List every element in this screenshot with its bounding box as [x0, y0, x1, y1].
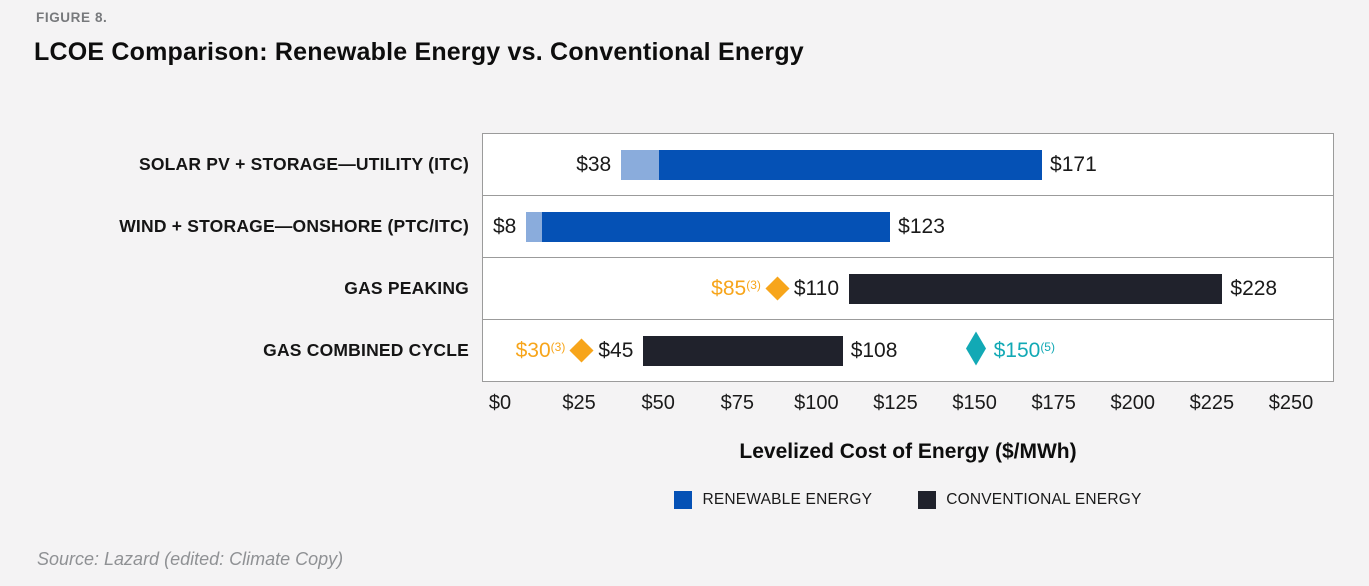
legend-item: RENEWABLE ENERGY: [674, 491, 872, 509]
bar-high-value-label: $123: [898, 214, 945, 238]
bar-conventional: [849, 273, 1223, 304]
legend-swatch-conventional: [918, 491, 937, 509]
bar-left-label-group: $8: [493, 215, 516, 239]
chart-row: GAS COMBINED CYCLE $30(3) $45 $108 $150(5): [36, 319, 1334, 382]
axis-tick-label: $75: [720, 392, 754, 414]
category-label: WIND + STORAGE—ONSHORE (PTC/ITC): [119, 216, 469, 236]
axis-tick-label: $0: [488, 392, 512, 414]
category-label: SOLAR PV + STORAGE—UTILITY (ITC): [138, 154, 469, 174]
x-axis-tick-labels: $0 $25 $50 $75 $100 $125 $150 $175 $200 $225 $250: [482, 392, 1334, 418]
bar-high-value-label: $228: [1230, 276, 1278, 300]
row-plot-cell: $8 $123: [482, 195, 1334, 258]
row-plot-cell: $85(3) $110 $228: [482, 257, 1334, 320]
row-plot-cell: $38 $171: [482, 133, 1334, 196]
axis-tick-label: $50: [641, 392, 675, 414]
bar-renewable: [659, 149, 1043, 180]
row-plot-cell: $30(3) $45 $108 $150(5): [482, 319, 1334, 382]
chart-row: GAS PEAKING $85(3) $110 $228: [36, 257, 1334, 320]
bar-renewable-light-segment: [526, 211, 543, 242]
marker-diamond-gold: [569, 338, 594, 363]
axis-tick-label: $100: [794, 392, 839, 414]
bar-left-label-group: $38: [576, 153, 611, 177]
bar-renewable-light-segment: [621, 149, 660, 180]
chart-legend: RENEWABLE ENERGY CONVENTIONAL ENERGY: [482, 491, 1334, 509]
x-axis-title: Levelized Cost of Energy ($/MWh): [739, 440, 1077, 463]
figure-number-label: FIGURE 8.: [36, 10, 108, 25]
bar-low-value-label: $45: [598, 338, 634, 362]
axis-tick-label: $225: [1189, 392, 1235, 414]
axis-tick-label: $250: [1268, 392, 1314, 414]
marker-value-label: $30(3): [515, 338, 566, 362]
bar-low-value-label: $38: [576, 152, 612, 176]
marker-diamond-teal: [965, 331, 986, 370]
bar-renewable: [542, 211, 891, 242]
bar-conventional: [643, 335, 843, 366]
marker-value-label: $150(5): [993, 338, 1055, 362]
legend-label: CONVENTIONAL ENERGY: [946, 491, 1142, 508]
legend-item: CONVENTIONAL ENERGY: [918, 491, 1141, 509]
category-label: GAS COMBINED CYCLE: [263, 340, 469, 360]
axis-tick-label: $25: [562, 392, 596, 414]
bar-left-label-group: $85(3) $110: [711, 276, 840, 301]
chart-title: LCOE Comparison: Renewable Energy vs. Co…: [34, 38, 804, 66]
axis-tick-label: $175: [1031, 392, 1076, 414]
category-label: GAS PEAKING: [344, 278, 469, 298]
bar-high-value-label: $108: [850, 338, 898, 362]
axis-tick-label: $200: [1110, 392, 1156, 414]
legend-label: RENEWABLE ENERGY: [702, 491, 873, 508]
source-attribution: Source: Lazard (edited: Climate Copy): [37, 549, 344, 569]
bar-low-value-label: $8: [492, 214, 517, 238]
bar-left-label-group: $30(3) $45: [515, 338, 634, 363]
bar-high-value-label: $171: [1050, 152, 1097, 176]
bar-chart-plot-area: SOLAR PV + STORAGE—UTILITY (ITC) $38 $171 W…: [36, 133, 1334, 382]
axis-tick-label: $150: [952, 392, 997, 414]
chart-row: SOLAR PV + STORAGE—UTILITY (ITC) $38 $171: [36, 133, 1334, 196]
legend-swatch-renewable: [674, 491, 693, 509]
chart-row: WIND + STORAGE—ONSHORE (PTC/ITC) $8 $123: [36, 195, 1334, 258]
axis-tick-label: $125: [873, 392, 918, 414]
marker-diamond-gold: [765, 276, 790, 301]
marker-value-label: $85(3): [711, 276, 761, 300]
bar-low-value-label: $110: [793, 276, 840, 300]
